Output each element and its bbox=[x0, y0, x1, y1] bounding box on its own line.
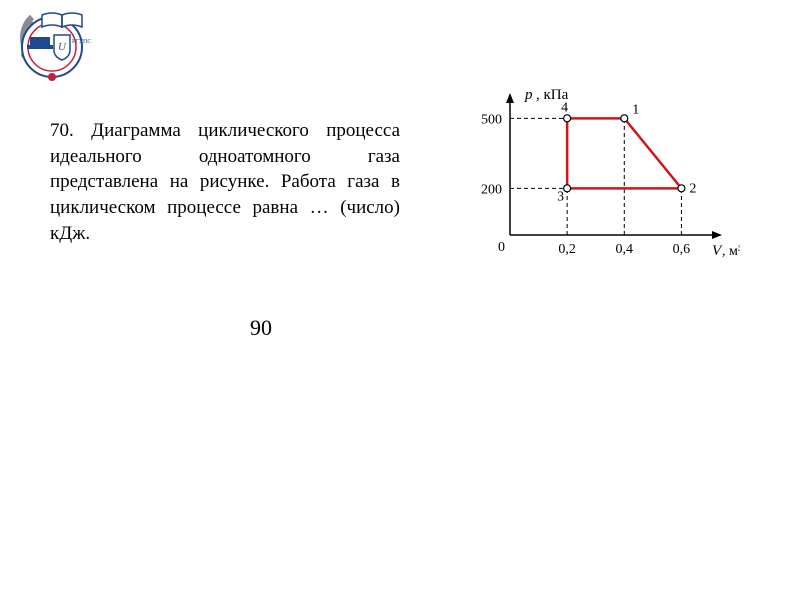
pv-diagram: 41232005000,20,40,60p, кПаV, м³ bbox=[465, 85, 740, 275]
svg-text:0,6: 0,6 bbox=[673, 242, 691, 257]
svg-text:, м³: , м³ bbox=[722, 244, 740, 259]
problem-statement: 70. Диаграмма циклического процесса идеа… bbox=[50, 118, 400, 246]
svg-text:0: 0 bbox=[498, 240, 505, 255]
svg-text:РГУПС: РГУПС bbox=[72, 39, 91, 45]
university-logo: U РГУПС bbox=[12, 5, 92, 85]
svg-text:2: 2 bbox=[689, 181, 696, 196]
svg-text:p: p bbox=[524, 87, 533, 103]
svg-text:200: 200 bbox=[481, 182, 502, 197]
answer-value: 90 bbox=[250, 315, 272, 341]
svg-text:U: U bbox=[58, 41, 67, 53]
svg-text:0,4: 0,4 bbox=[616, 242, 634, 257]
svg-text:500: 500 bbox=[481, 112, 502, 127]
svg-text:, кПа: , кПа bbox=[536, 87, 569, 103]
svg-text:1: 1 bbox=[632, 102, 639, 117]
svg-text:3: 3 bbox=[557, 189, 564, 204]
svg-text:0,2: 0,2 bbox=[558, 242, 576, 257]
